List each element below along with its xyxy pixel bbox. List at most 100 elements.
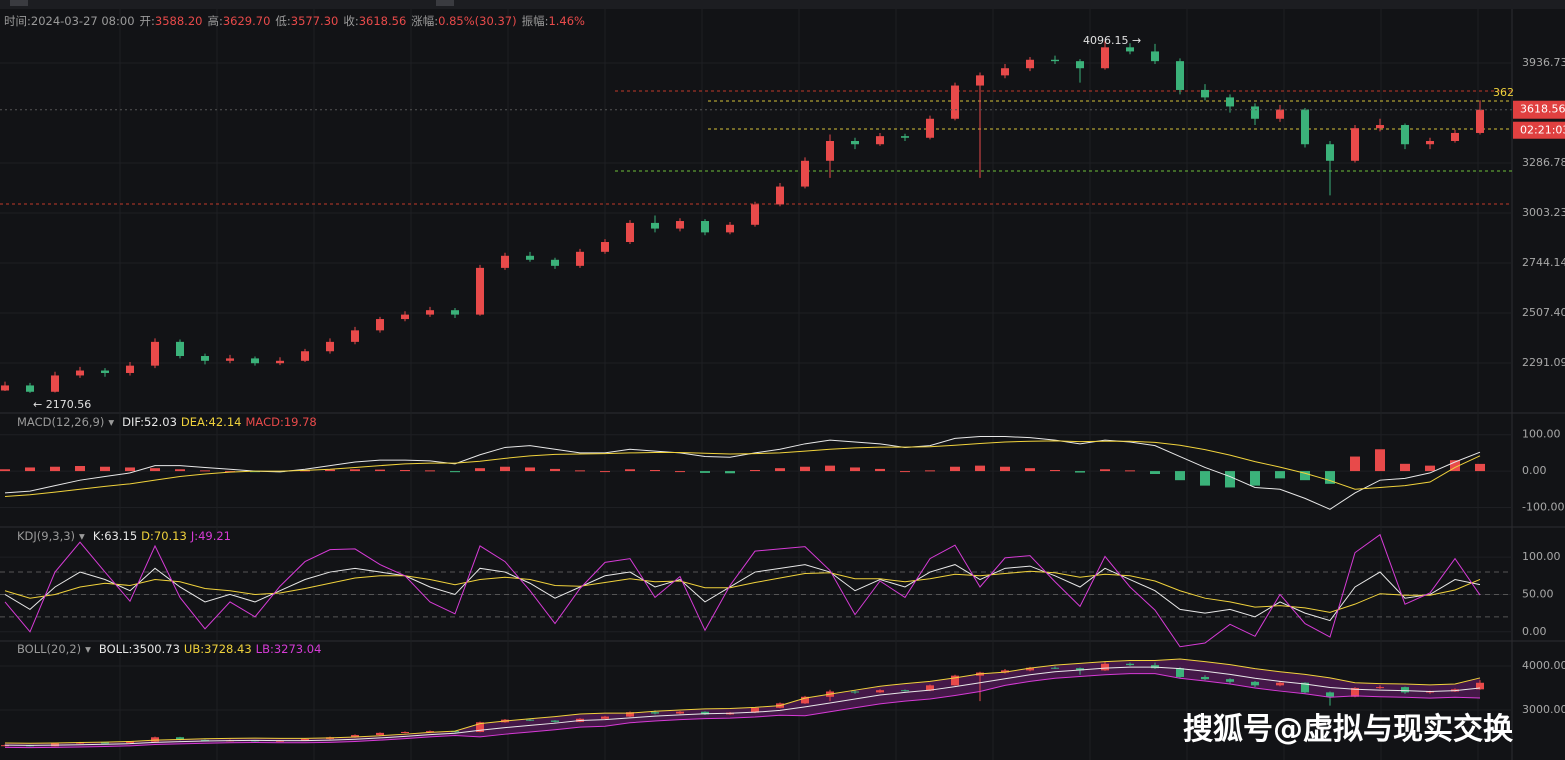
macd-bar bbox=[100, 466, 110, 472]
candle-body bbox=[26, 385, 34, 392]
macd-bar bbox=[1325, 471, 1335, 484]
legend-entry: MACD:19.78 bbox=[245, 415, 317, 429]
macd-bar bbox=[225, 471, 235, 473]
y-tick-label: 2291.09 bbox=[1522, 356, 1565, 369]
candle-body bbox=[1276, 109, 1284, 119]
legend-entry: D:70.13 bbox=[141, 529, 187, 543]
candle-body bbox=[1026, 59, 1034, 69]
candle-body bbox=[1251, 106, 1259, 119]
header-label: 时间: bbox=[4, 14, 31, 28]
candle-body bbox=[576, 251, 584, 266]
price-tag bbox=[1513, 100, 1565, 119]
countdown-text: 02:21:03 bbox=[1520, 124, 1565, 137]
indicator-title: BOLL(20,2) bbox=[17, 642, 82, 656]
kdj-legend: KDJ(9,3,3) ▾ K:63.15 D:70.13 J:49.21 bbox=[17, 529, 235, 543]
candle-body bbox=[1226, 679, 1234, 682]
macd-bar bbox=[950, 466, 960, 472]
y-tick-label: 50.00 bbox=[1522, 587, 1554, 600]
candle-body bbox=[626, 222, 634, 243]
indicator-line bbox=[4, 533, 1481, 648]
candle-body bbox=[1176, 668, 1184, 677]
indicator-title: MACD(12,26,9) bbox=[17, 415, 105, 429]
header-value: 0.85%(30.37) bbox=[438, 14, 517, 28]
candle-body bbox=[1026, 667, 1034, 671]
candle-body bbox=[176, 737, 184, 740]
y-tick-label: 0.00 bbox=[1522, 464, 1547, 477]
boll-line bbox=[4, 673, 1481, 749]
candle-body bbox=[776, 186, 784, 205]
boll-legend: BOLL(20,2) ▾ BOLL:3500.73 UB:3728.43 LB:3273… bbox=[17, 642, 325, 656]
candle-body bbox=[426, 310, 434, 315]
candle-body bbox=[1301, 682, 1309, 693]
boll-line bbox=[4, 666, 1481, 746]
candle-body bbox=[1351, 687, 1359, 697]
y-tick-label: 0.00 bbox=[1522, 625, 1547, 638]
header-label: 开: bbox=[139, 14, 155, 28]
indicator-menu[interactable]: ▾ bbox=[85, 642, 91, 656]
macd-bar bbox=[775, 468, 785, 472]
candle-body bbox=[1201, 89, 1209, 98]
candle-body bbox=[1351, 128, 1359, 161]
macd-bar bbox=[125, 467, 135, 472]
header-value: 1.46% bbox=[548, 14, 585, 28]
macd-bar bbox=[750, 470, 760, 472]
legend-entry: J:49.21 bbox=[190, 529, 232, 543]
header-label: 高: bbox=[207, 14, 223, 28]
candle-body bbox=[51, 375, 59, 392]
candle-body bbox=[126, 365, 134, 373]
candle-body bbox=[126, 741, 134, 743]
y-tick-label: -100.00 bbox=[1522, 500, 1564, 513]
header-value: 3618.56 bbox=[358, 14, 407, 28]
candle-body bbox=[826, 140, 834, 161]
candle-body bbox=[1, 385, 9, 391]
candle-body bbox=[1376, 687, 1384, 689]
tool-icon[interactable] bbox=[436, 0, 454, 6]
tool-icon[interactable] bbox=[10, 0, 28, 6]
macd-bar bbox=[1025, 468, 1035, 472]
candle-body bbox=[951, 675, 959, 686]
indicator-menu[interactable]: ▾ bbox=[79, 529, 85, 543]
macd-bar bbox=[975, 465, 985, 472]
candle-body bbox=[926, 685, 934, 691]
annotation: 4096.15 → bbox=[1083, 34, 1141, 47]
candle-body bbox=[1176, 61, 1184, 90]
candle-body bbox=[101, 370, 109, 373]
candle-body bbox=[976, 75, 984, 86]
candle-body bbox=[651, 222, 659, 229]
y-tick-label: 100.00 bbox=[1522, 550, 1561, 563]
macd-bar bbox=[250, 471, 260, 473]
indicator-menu[interactable]: ▾ bbox=[108, 415, 115, 429]
candle-body bbox=[626, 712, 634, 717]
candle-body bbox=[201, 356, 209, 361]
macd-bar bbox=[75, 466, 85, 472]
y-tick-label: 100.00 bbox=[1522, 428, 1561, 441]
macd-bar bbox=[1075, 471, 1085, 473]
watermark: 搜狐号@虚拟与现实交换 bbox=[1183, 712, 1513, 747]
indicator-title: KDJ(9,3,3) bbox=[17, 529, 76, 543]
macd-bar bbox=[1225, 471, 1235, 488]
candle-body bbox=[276, 740, 284, 742]
candle-body bbox=[551, 720, 559, 722]
header-item: 开:3588.20 bbox=[140, 14, 203, 28]
annotation: ← 2170.56 bbox=[33, 398, 91, 411]
candle-body bbox=[951, 85, 959, 119]
macd-bar bbox=[1350, 456, 1360, 472]
candle-body bbox=[276, 360, 284, 364]
macd-bar bbox=[1475, 463, 1485, 472]
candle-body bbox=[251, 358, 259, 364]
macd-bar bbox=[1425, 465, 1435, 472]
candle-body bbox=[751, 707, 759, 713]
macd-bar bbox=[875, 468, 885, 472]
candle-body bbox=[926, 118, 934, 138]
candle-body bbox=[1126, 663, 1134, 666]
macd-bar bbox=[1175, 471, 1185, 481]
header-label: 收: bbox=[343, 14, 359, 28]
candle-body bbox=[376, 732, 384, 736]
candle-body bbox=[451, 310, 459, 315]
macd-legend: MACD(12,26,9) ▾ DIF:52.03 DEA:42.14 MACD:19.… bbox=[17, 415, 321, 429]
macd-bar bbox=[1000, 466, 1010, 472]
macd-bar bbox=[850, 467, 860, 472]
candle-body bbox=[601, 716, 609, 719]
macd-bar bbox=[675, 471, 685, 473]
candle-body bbox=[701, 221, 709, 233]
